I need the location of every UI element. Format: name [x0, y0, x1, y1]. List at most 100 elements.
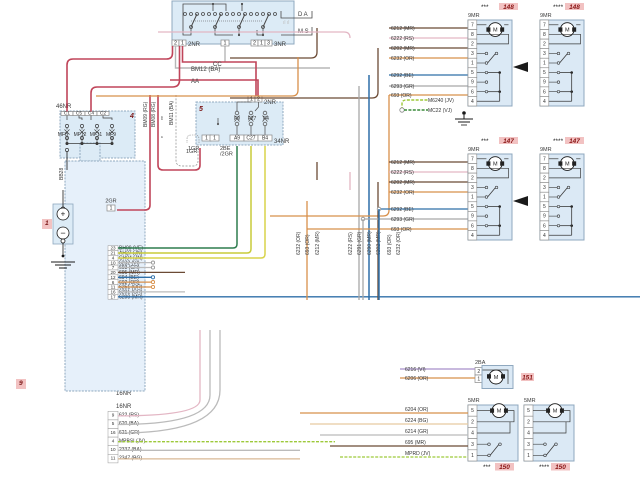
svg-text:16: 16 [110, 430, 116, 435]
svg-text:2: 2 [471, 419, 474, 425]
svg-text:MC22 (VJ): MC22 (VJ) [428, 108, 452, 114]
svg-text:1: 1 [527, 453, 530, 459]
svg-text:***: *** [481, 4, 489, 11]
svg-text:C27: C27 [246, 136, 255, 142]
svg-text:695 (MR): 695 (MR) [405, 440, 426, 446]
svg-text:MPRD (JV): MPRD (JV) [405, 451, 431, 457]
svg-text:6222 (RS): 6222 (RS) [348, 232, 354, 255]
svg-text:6292 (BE): 6292 (BE) [391, 207, 414, 213]
svg-text:7: 7 [471, 22, 474, 28]
svg-text:4: 4 [543, 233, 546, 239]
svg-text:M: M [494, 375, 499, 381]
svg-text:2: 2 [543, 41, 546, 47]
svg-text:151: 151 [522, 375, 533, 382]
svg-text:1: 1 [205, 136, 208, 142]
svg-text:693 (OR): 693 (OR) [305, 234, 311, 255]
svg-text:7: 7 [543, 22, 546, 28]
svg-text:5: 5 [471, 408, 474, 414]
svg-text:***: *** [481, 138, 489, 145]
svg-text:4: 4 [112, 438, 115, 443]
svg-text:6: 6 [543, 89, 546, 95]
svg-text:6: 6 [471, 223, 474, 229]
svg-text:1: 1 [110, 206, 113, 212]
svg-text:BB28: BB28 [59, 168, 65, 180]
svg-text:6291 (GR): 6291 (GR) [357, 231, 363, 255]
svg-text:5MR: 5MR [468, 398, 480, 404]
svg-text:MFB: MFB [58, 132, 69, 138]
svg-text:9: 9 [543, 214, 546, 220]
svg-text:8: 8 [471, 32, 474, 38]
svg-text:4: 4 [527, 431, 530, 437]
svg-text:M: M [553, 408, 558, 414]
svg-text:6204 (OR): 6204 (OR) [405, 407, 429, 413]
svg-text:9: 9 [112, 413, 115, 418]
svg-text:1: 1 [224, 41, 227, 47]
svg-text:−: − [60, 228, 65, 238]
svg-text:150: 150 [555, 464, 566, 471]
svg-text:5: 5 [471, 204, 474, 210]
svg-text:ıl ıl: ıl ıl [283, 20, 289, 26]
svg-text:5: 5 [543, 204, 546, 210]
svg-text:11: 11 [111, 456, 116, 461]
svg-text:1: 1 [543, 61, 546, 67]
svg-text:M6240 (JV): M6240 (JV) [428, 98, 454, 104]
svg-text:9: 9 [543, 80, 546, 86]
svg-text:16NR: 16NR [116, 404, 132, 410]
svg-text:1: 1 [471, 61, 474, 67]
svg-text:*: * [161, 136, 167, 138]
svg-text:2: 2 [543, 175, 546, 181]
svg-text:148: 148 [503, 4, 514, 11]
svg-text:6216 (VI): 6216 (VI) [405, 367, 426, 373]
svg-text:147: 147 [569, 138, 580, 145]
svg-text:2: 2 [174, 41, 177, 47]
svg-text:M: M [493, 27, 498, 33]
svg-text:6222 (RS): 6222 (RS) [391, 170, 414, 176]
svg-text:A9: A9 [234, 136, 240, 142]
svg-text:6206 (OR): 6206 (OR) [405, 376, 429, 382]
svg-text:6222 (RS): 6222 (RS) [391, 36, 414, 42]
svg-text:9MR: 9MR [468, 147, 480, 153]
svg-text:1: 1 [471, 453, 474, 459]
svg-text:6212 (MR): 6212 (MR) [391, 26, 415, 32]
svg-text:2NR: 2NR [188, 42, 201, 48]
svg-text:4: 4 [129, 113, 134, 120]
svg-text:4: 4 [471, 431, 474, 437]
svg-text:9: 9 [471, 214, 474, 220]
svg-text:2NR: 2NR [264, 100, 277, 106]
svg-text:6: 6 [471, 89, 474, 95]
svg-text:1: 1 [477, 377, 480, 383]
svg-text:****: **** [553, 4, 564, 11]
svg-text:1: 1 [213, 136, 216, 142]
svg-text:5: 5 [199, 106, 203, 113]
svg-text:3: 3 [267, 41, 270, 47]
svg-text:3: 3 [527, 442, 530, 448]
svg-text:6232 (OR): 6232 (OR) [391, 56, 415, 62]
svg-text:1: 1 [181, 41, 184, 47]
svg-text:2: 2 [253, 41, 256, 47]
svg-text:34NR: 34NR [274, 139, 290, 145]
svg-text:+: + [61, 210, 66, 219]
svg-text:6293 (GR): 6293 (GR) [391, 217, 415, 223]
svg-text:8: 8 [471, 166, 474, 172]
svg-text:3NR: 3NR [274, 42, 287, 48]
svg-text:MF11: MF11 [90, 132, 103, 138]
svg-text:6214 (GR): 6214 (GR) [405, 429, 429, 435]
svg-text:10: 10 [110, 447, 116, 452]
svg-text:8: 8 [543, 32, 546, 38]
svg-text:/2GR: /2GR [220, 152, 233, 158]
svg-text:1: 1 [260, 41, 263, 47]
svg-text:****: **** [553, 138, 564, 145]
svg-text:5: 5 [471, 70, 474, 76]
svg-text:2GR: 2GR [105, 199, 116, 205]
svg-text:F9: F9 [234, 116, 240, 122]
svg-text:6212 (MR): 6212 (MR) [391, 160, 415, 166]
svg-text:**: ** [161, 116, 167, 120]
svg-text:MF9: MF9 [106, 132, 116, 138]
svg-text:6202 (MR): 6202 (MR) [391, 180, 415, 186]
svg-text:9MR: 9MR [540, 147, 552, 153]
svg-text:2: 2 [471, 175, 474, 181]
svg-text:1: 1 [543, 195, 546, 201]
svg-text:M: M [565, 27, 570, 33]
svg-text:BM12 (BA): BM12 (BA) [191, 67, 220, 73]
svg-text:6232 (OR): 6232 (OR) [396, 231, 402, 255]
